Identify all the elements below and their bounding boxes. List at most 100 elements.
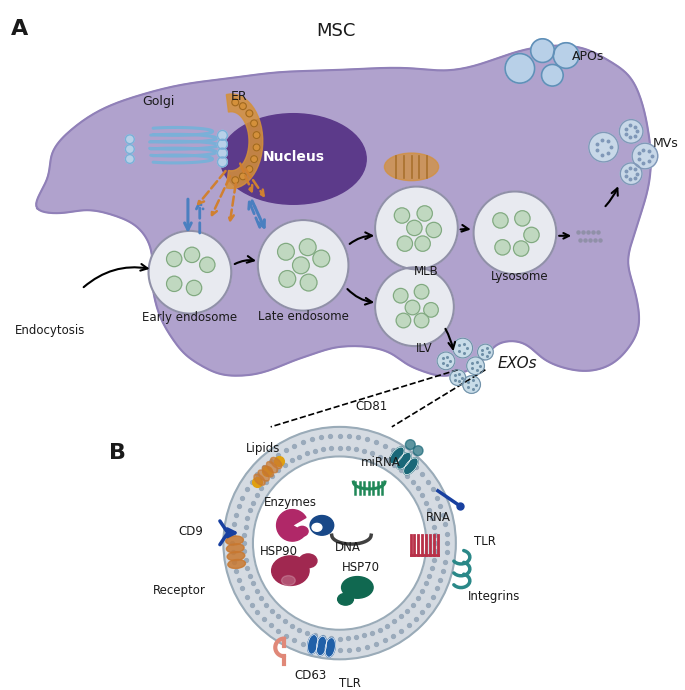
Circle shape (217, 157, 227, 167)
Text: APOs: APOs (572, 50, 604, 63)
Circle shape (407, 220, 422, 235)
Circle shape (375, 267, 454, 346)
Text: miRNA: miRNA (361, 456, 401, 469)
Ellipse shape (297, 526, 308, 536)
Circle shape (463, 375, 480, 393)
Circle shape (253, 144, 260, 151)
Circle shape (299, 239, 316, 255)
Ellipse shape (258, 470, 269, 481)
Circle shape (393, 288, 408, 303)
Text: RNA: RNA (425, 511, 451, 524)
Circle shape (166, 276, 182, 291)
Circle shape (166, 251, 182, 266)
Ellipse shape (227, 544, 244, 553)
Ellipse shape (227, 551, 245, 560)
Ellipse shape (338, 593, 353, 605)
Circle shape (542, 64, 563, 86)
Ellipse shape (325, 638, 336, 657)
Text: EXOs: EXOs (497, 356, 537, 371)
Circle shape (292, 257, 310, 274)
Circle shape (223, 427, 456, 660)
Circle shape (246, 110, 253, 117)
Circle shape (495, 239, 510, 255)
Ellipse shape (397, 453, 411, 469)
Circle shape (417, 206, 432, 221)
Text: A: A (11, 19, 28, 39)
Ellipse shape (342, 577, 373, 598)
Ellipse shape (403, 458, 418, 475)
Text: Enzymes: Enzymes (264, 495, 317, 509)
Circle shape (414, 284, 429, 299)
Ellipse shape (390, 447, 404, 464)
Circle shape (253, 132, 260, 139)
Circle shape (232, 99, 239, 106)
Text: B: B (109, 443, 126, 462)
Text: MSC: MSC (316, 22, 356, 40)
Ellipse shape (272, 556, 309, 585)
Text: HSP70: HSP70 (342, 561, 380, 573)
Text: Integrins: Integrins (468, 590, 520, 603)
Circle shape (466, 357, 484, 375)
Circle shape (251, 156, 258, 163)
Circle shape (199, 257, 215, 273)
Circle shape (473, 192, 556, 274)
Polygon shape (226, 94, 263, 188)
Circle shape (240, 103, 247, 110)
Text: Golgi: Golgi (142, 95, 175, 108)
Ellipse shape (271, 457, 282, 469)
Text: Early endosome: Early endosome (142, 311, 238, 324)
Ellipse shape (262, 466, 273, 477)
Circle shape (531, 39, 554, 63)
Circle shape (406, 300, 420, 315)
Text: CD9: CD9 (179, 525, 203, 538)
Text: ER: ER (231, 90, 247, 103)
Ellipse shape (228, 560, 245, 569)
Circle shape (406, 440, 415, 449)
Text: TLR: TLR (338, 677, 360, 690)
Text: Receptor: Receptor (153, 584, 206, 598)
Circle shape (514, 241, 529, 256)
Circle shape (258, 220, 349, 310)
Circle shape (505, 54, 534, 83)
Circle shape (619, 119, 643, 144)
Circle shape (125, 145, 134, 154)
Circle shape (125, 135, 134, 144)
Text: Endocytosis: Endocytosis (15, 324, 85, 337)
Circle shape (493, 213, 508, 228)
Circle shape (621, 163, 642, 185)
Circle shape (632, 144, 658, 169)
Text: Nucleus: Nucleus (262, 150, 324, 164)
Ellipse shape (221, 114, 366, 204)
Text: Late endosome: Late endosome (258, 310, 349, 322)
Ellipse shape (384, 153, 438, 181)
Circle shape (514, 210, 530, 226)
Ellipse shape (226, 536, 243, 545)
Text: Lipids: Lipids (246, 442, 280, 455)
Ellipse shape (310, 515, 334, 535)
Circle shape (424, 303, 438, 317)
Circle shape (477, 344, 493, 360)
Circle shape (437, 352, 455, 370)
Ellipse shape (299, 554, 317, 568)
Circle shape (246, 166, 253, 172)
Text: Lysosome: Lysosome (491, 270, 549, 283)
Circle shape (232, 177, 239, 184)
Circle shape (186, 280, 201, 295)
Ellipse shape (282, 575, 295, 585)
Text: HSP90: HSP90 (260, 545, 297, 558)
Text: CD81: CD81 (355, 400, 387, 413)
Circle shape (414, 313, 429, 328)
Ellipse shape (312, 524, 322, 531)
Circle shape (589, 132, 619, 162)
Text: MLB: MLB (414, 265, 438, 278)
Circle shape (395, 208, 410, 223)
Circle shape (396, 313, 411, 328)
Circle shape (240, 173, 247, 180)
Circle shape (415, 236, 430, 251)
Text: DNA: DNA (334, 541, 360, 554)
Polygon shape (36, 46, 651, 376)
Text: ILV: ILV (416, 342, 433, 355)
Circle shape (279, 270, 296, 287)
Circle shape (149, 231, 232, 314)
Circle shape (453, 338, 473, 358)
